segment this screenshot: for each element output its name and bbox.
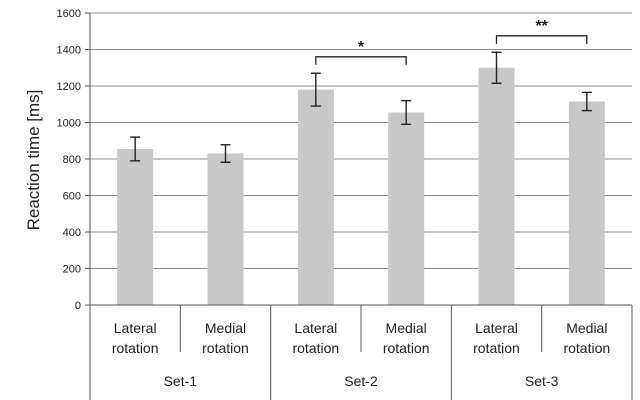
- category-label: rotation: [563, 340, 610, 356]
- y-tick-label: 600: [63, 191, 81, 203]
- significance-brackets: ***: [315, 18, 588, 65]
- y-tick-label: 400: [63, 227, 81, 239]
- group-label: Set-1: [164, 373, 198, 389]
- significance-bracket: [495, 35, 588, 44]
- bar: [207, 153, 244, 305]
- significance-marker: *: [358, 39, 365, 56]
- category-label: rotation: [112, 340, 159, 356]
- significance-bracket: [315, 56, 407, 65]
- group-label: Set-2: [344, 373, 378, 389]
- category-label: Lateral: [114, 320, 157, 336]
- group-label: Set-3: [525, 373, 559, 389]
- category-label: Medial: [386, 320, 427, 336]
- category-label: rotation: [292, 340, 339, 356]
- bar: [297, 89, 334, 306]
- bar: [388, 112, 425, 306]
- y-tick-label: 800: [63, 154, 81, 166]
- bar: [478, 67, 515, 305]
- category-label: Lateral: [475, 320, 518, 336]
- bar: [568, 101, 605, 305]
- grid-lines: [90, 12, 632, 306]
- category-label: Lateral: [294, 320, 337, 336]
- y-tick-label: 1400: [57, 45, 81, 57]
- y-tick-label: 1000: [57, 118, 81, 130]
- y-tick-label: 200: [63, 264, 81, 276]
- category-label: Medial: [566, 320, 607, 336]
- x-axis-table: Lateral rotation Medial rotation Lateral rota…: [89, 304, 633, 400]
- y-tick-label: 1200: [57, 81, 81, 93]
- y-axis-label: Reaction time [ms]: [24, 90, 43, 231]
- y-tick-label: 0: [75, 300, 81, 312]
- error-bars: [130, 51, 592, 163]
- significance-marker: **: [535, 18, 548, 35]
- category-label: rotation: [473, 340, 520, 356]
- bars: [117, 67, 605, 306]
- category-label: Medial: [205, 320, 246, 336]
- category-label: rotation: [202, 340, 249, 356]
- y-tick-label: 1600: [57, 8, 81, 20]
- y-axis-ticks: 0 200 400 600 800 1000 1200 1400 1600: [57, 8, 91, 312]
- category-label: rotation: [383, 340, 430, 356]
- bar: [117, 148, 154, 305]
